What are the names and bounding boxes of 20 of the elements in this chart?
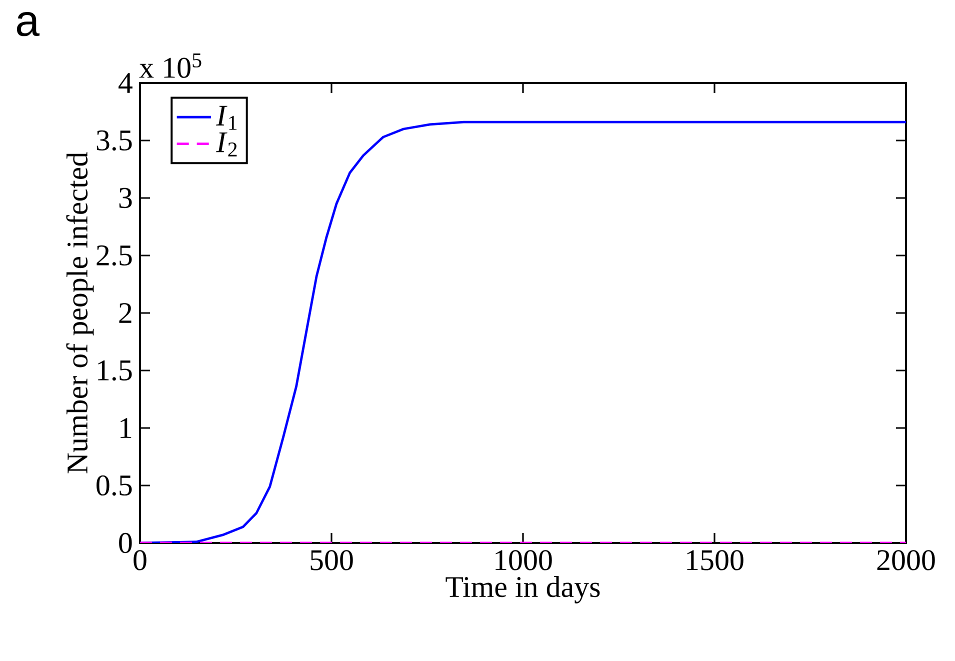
y-tick-label: 1.5 <box>98 360 132 381</box>
y-tick-label: 3.5 <box>96 130 132 151</box>
y-tick-label: 0 <box>119 532 132 554</box>
x-tick-label: 0 <box>134 550 146 570</box>
legend-label: I$_{2}$ <box>216 132 237 156</box>
text: x 10$^{5}$ <box>139 53 202 78</box>
y-tick-label: 4 <box>118 73 132 93</box>
legend-label: I$_{1}$ <box>216 106 237 130</box>
y-tick-label: 1 <box>120 418 132 438</box>
y-tick-label: 3 <box>119 188 132 208</box>
chart-title: a <box>16 12 40 36</box>
x-tick-label: 500 <box>310 550 353 570</box>
y-tick-label: 2 <box>119 303 132 323</box>
y-tick-label: 2.5 <box>96 245 132 266</box>
x-tick-label: 1000 <box>496 550 552 570</box>
y-axis-title: Number of people infected <box>66 152 94 474</box>
x-tick-label: 2000 <box>877 550 935 570</box>
y-tick-label: 0.5 <box>96 475 132 496</box>
x-axis-title: Time in days <box>446 576 600 604</box>
x-tick-label: 1500 <box>687 550 744 570</box>
